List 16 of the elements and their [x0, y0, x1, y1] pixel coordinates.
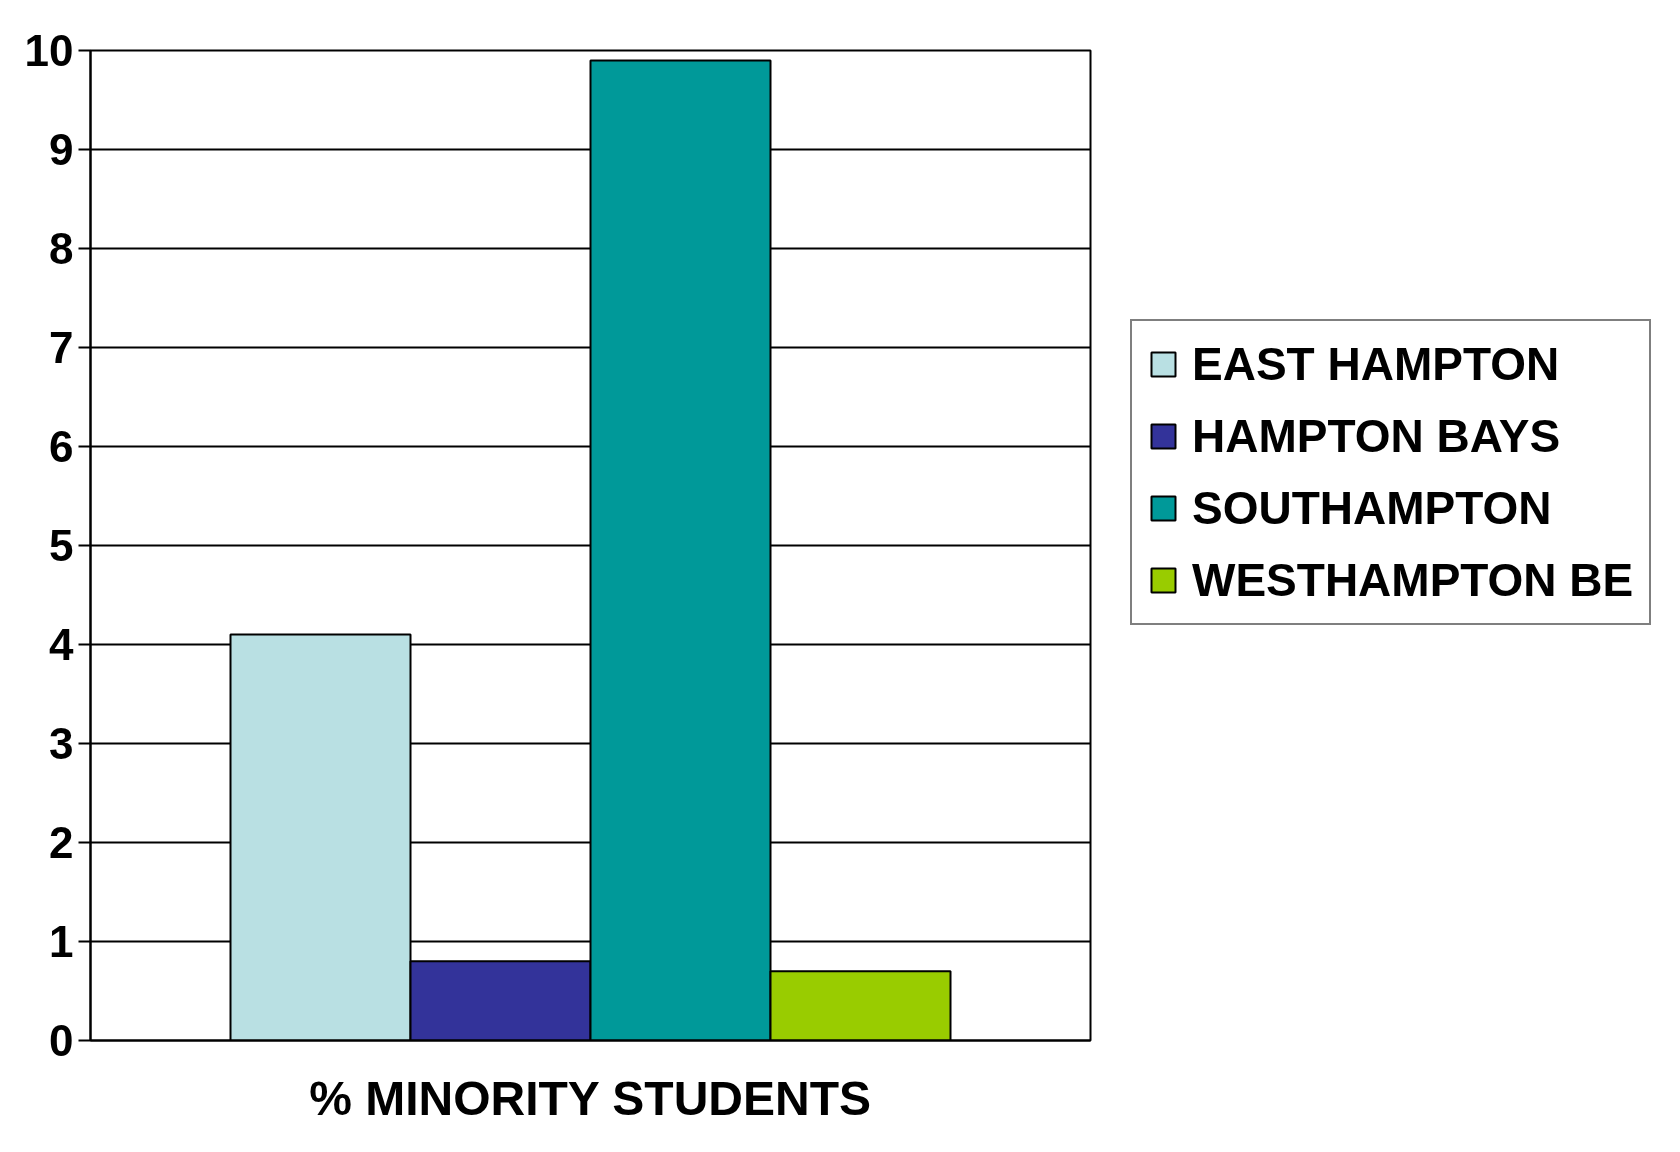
y-tick-label: 3 [49, 719, 74, 768]
y-tick-label: 2 [49, 818, 74, 867]
y-tick-label: 10 [24, 26, 74, 75]
x-tick-label: % MINORITY STUDENTS [309, 1071, 871, 1125]
y-tick-label: 6 [49, 422, 74, 471]
legend-label: SOUTHAMPTON [1192, 481, 1552, 535]
y-tick-label: 4 [49, 620, 75, 669]
y-tick-label: 1 [49, 917, 74, 966]
y-tick-label: 0 [49, 1016, 74, 1065]
y-tick-label: 5 [49, 521, 74, 570]
y-tick-label: 7 [49, 323, 74, 372]
y-tick-label: 9 [49, 125, 74, 174]
y-tick-label: 8 [49, 224, 74, 273]
legend-label: HAMPTON BAYS [1192, 409, 1561, 463]
legend-label: EAST HAMPTON [1192, 337, 1560, 391]
legend-label: WESTHAMPTON BE [1192, 553, 1634, 607]
